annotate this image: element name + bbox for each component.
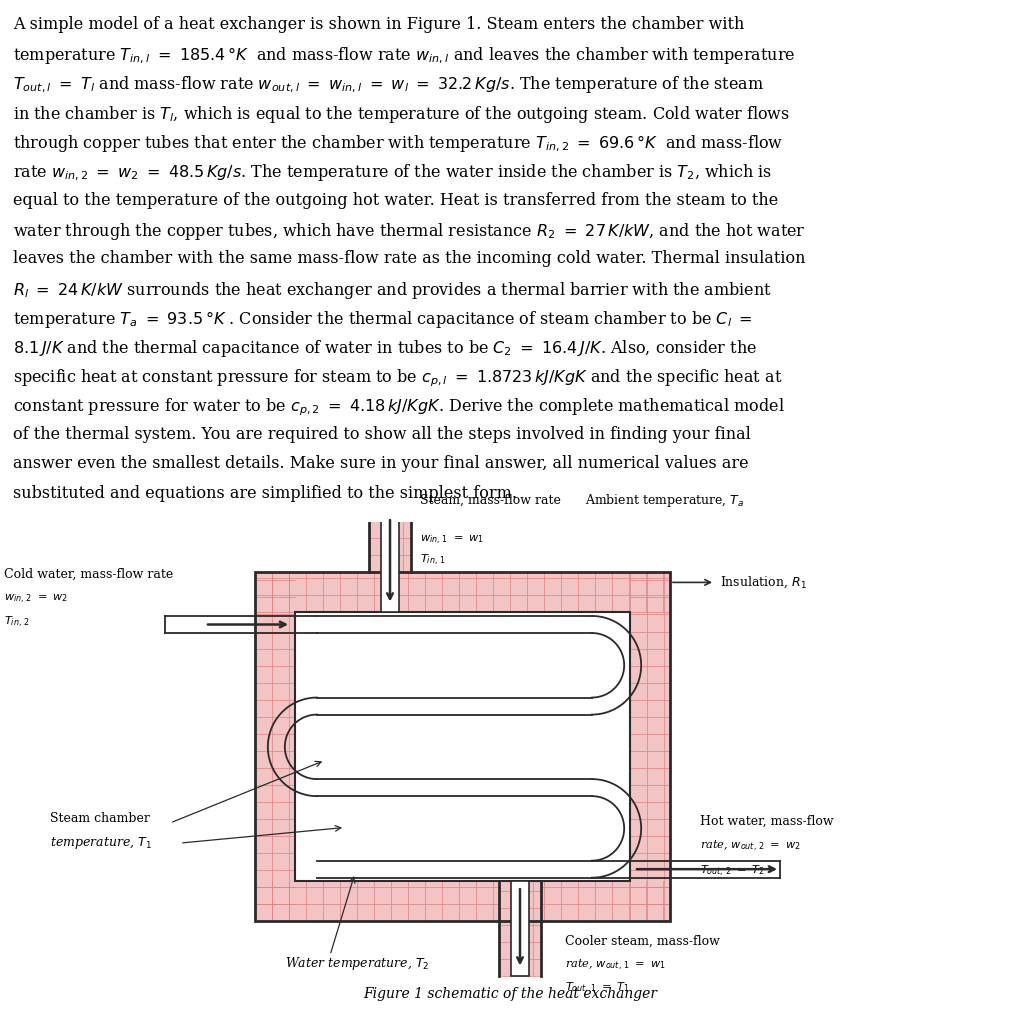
Text: rate $w_{in,2}$ $=$ $w_2$ $=$ $48.5\,Kg/s$. The temperature of the water inside : rate $w_{in,2}$ $=$ $w_2$ $=$ $48.5\,Kg/… <box>13 163 773 183</box>
Bar <box>499 882 541 977</box>
Text: Cold water, mass-flow rate: Cold water, mass-flow rate <box>4 568 174 581</box>
Text: $R_l$ $=$ $24\,K/kW$ surrounds the heat exchanger and provides a thermal barrier: $R_l$ $=$ $24\,K/kW$ surrounds the heat … <box>13 280 772 301</box>
Text: rate, $w_{out,\,1}$ $=$ $w_1$: rate, $w_{out,\,1}$ $=$ $w_1$ <box>565 957 666 973</box>
Text: substituted and equations are simplified to the simplest form.: substituted and equations are simplified… <box>13 484 518 502</box>
Text: Figure 1 schematic of the heat exchanger: Figure 1 schematic of the heat exchanger <box>363 986 657 1000</box>
Text: temperature, $T_1$: temperature, $T_1$ <box>50 836 152 851</box>
Text: A simple model of a heat exchanger is shown in Figure 1. Steam enters the chambe: A simple model of a heat exchanger is sh… <box>13 16 744 33</box>
Text: Hot water, mass-flow: Hot water, mass-flow <box>700 814 833 827</box>
Text: through copper tubes that enter the chamber with temperature $T_{in,2}$ $=$ $69.: through copper tubes that enter the cham… <box>13 133 783 154</box>
Text: $T_{out,l}$ $=$ $T_l$ and mass-flow rate $w_{out,l}$ $=$ $w_{in,l}$ $=$ $w_l$ $=: $T_{out,l}$ $=$ $T_l$ and mass-flow rate… <box>13 75 765 95</box>
Text: of the thermal system. You are required to show all the steps involved in findin: of the thermal system. You are required … <box>13 426 751 443</box>
Text: temperature $T_{in,l}$ $=$ $185.4\,°K$  and mass-flow rate $w_{in,l}$ and leaves: temperature $T_{in,l}$ $=$ $185.4\,°K$ a… <box>13 45 795 67</box>
Text: Cooler steam, mass-flow: Cooler steam, mass-flow <box>565 935 720 948</box>
Text: $8.1\,J/K$ and the thermal capacitance of water in tubes to be $C_2$ $=$ $16.4\,: $8.1\,J/K$ and the thermal capacitance o… <box>13 338 758 359</box>
Bar <box>381 512 399 612</box>
Text: Insulation, $R_1$: Insulation, $R_1$ <box>720 574 807 590</box>
Text: temperature $T_a$ $=$ $93.5\,°K$ . Consider the thermal capacitance of steam cha: temperature $T_a$ $=$ $93.5\,°K$ . Consi… <box>13 309 752 330</box>
Text: specific heat at constant pressure for steam to be $c_{p,l}$ $=$ $1.8723\,kJ/KgK: specific heat at constant pressure for s… <box>13 368 783 389</box>
Text: answer even the smallest details. Make sure in your final answer, all numerical : answer even the smallest details. Make s… <box>13 456 748 472</box>
Text: Water temperature, $T_2$: Water temperature, $T_2$ <box>285 955 430 972</box>
Text: $w_{in,\,1}$ $=$ $w_1$: $w_{in,\,1}$ $=$ $w_1$ <box>420 534 484 547</box>
Text: Ambient temperature, $T_a$: Ambient temperature, $T_a$ <box>585 493 744 509</box>
Text: Steam chamber: Steam chamber <box>50 812 150 824</box>
Text: $T_{out,\,2}$ $=$ $T_2$: $T_{out,\,2}$ $=$ $T_2$ <box>700 863 765 879</box>
Text: $T_{in,\,2}$: $T_{in,\,2}$ <box>4 615 30 630</box>
Text: water through the copper tubes, which have thermal resistance $R_2$ $=$ $27\,K/k: water through the copper tubes, which ha… <box>13 221 806 242</box>
Text: equal to the temperature of the outgoing hot water. Heat is transferred from the: equal to the temperature of the outgoing… <box>13 191 779 209</box>
Bar <box>255 572 670 612</box>
Text: $T_{in,\,1}$: $T_{in,\,1}$ <box>420 553 446 568</box>
Text: $w_{in,\,2}$ $=$ $w_2$: $w_{in,\,2}$ $=$ $w_2$ <box>4 593 68 606</box>
Bar <box>255 572 670 922</box>
Bar <box>255 572 295 922</box>
Text: in the chamber is $T_l$, which is equal to the temperature of the outgoing steam: in the chamber is $T_l$, which is equal … <box>13 103 790 125</box>
Bar <box>295 612 630 882</box>
Bar <box>510 882 529 977</box>
Text: constant pressure for water to be $c_{p,2}$ $=$ $4.18\,kJ/KgK$. Derive the compl: constant pressure for water to be $c_{p,… <box>13 396 785 418</box>
Bar <box>295 612 630 882</box>
Text: rate, $w_{out,\,2}$ $=$ $w_2$: rate, $w_{out,\,2}$ $=$ $w_2$ <box>700 839 800 854</box>
Text: Steam, mass-flow rate: Steam, mass-flow rate <box>420 495 561 507</box>
Text: leaves the chamber with the same mass-flow rate as the incoming cold water. Ther: leaves the chamber with the same mass-fl… <box>13 250 806 267</box>
Bar <box>630 572 670 922</box>
Bar <box>255 882 670 922</box>
Bar <box>369 512 411 572</box>
Text: $T_{out,\,1}$ $=$ $T_1$: $T_{out,\,1}$ $=$ $T_1$ <box>565 981 630 996</box>
